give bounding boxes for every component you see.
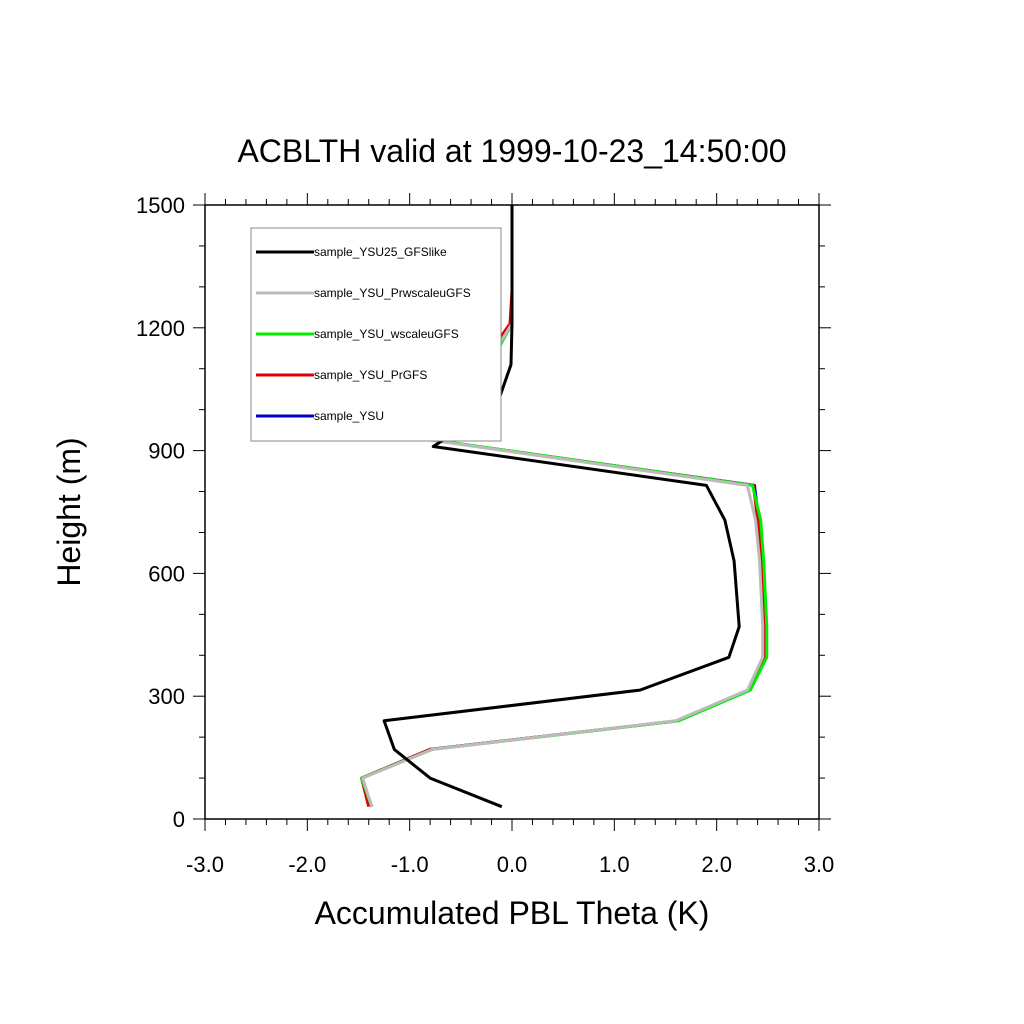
x-tick-label: 0.0 [497, 852, 528, 877]
y-tick-label: 1200 [136, 316, 185, 341]
chart-title: ACBLTH valid at 1999-10-23_14:50:00 [237, 133, 786, 169]
y-tick-label: 900 [148, 439, 185, 464]
legend-label: sample_YSU_wscaleuGFS [314, 327, 459, 341]
legend-label: sample_YSU_PrGFS [314, 368, 427, 382]
legend-label: sample_YSU25_GFSlike [314, 245, 447, 259]
y-tick-label: 1500 [136, 193, 185, 218]
x-tick-label: -1.0 [391, 852, 429, 877]
x-axis-title: Accumulated PBL Theta (K) [315, 895, 710, 931]
legend-label: sample_YSU [314, 409, 384, 423]
legend: sample_YSU25_GFSlike sample_YSU_Prwscaleu… [250, 227, 502, 442]
series-line-sample_YSU25_GFSlike [382, 205, 741, 809]
x-tick-label: 1.0 [599, 852, 630, 877]
x-tick-label: -2.0 [288, 852, 326, 877]
x-tick-label: 3.0 [804, 852, 835, 877]
x-tick-label: -3.0 [186, 852, 224, 877]
y-tick-label: 0 [173, 807, 185, 832]
axis-ticks: -3.0 -2.0 -1.0 0.0 1.0 2.0 3.0 0 300 600 900 1200 15… [136, 193, 834, 877]
y-axis-title: Height (m) [51, 437, 87, 586]
y-tick-label: 600 [148, 561, 185, 586]
y-tick-label: 300 [148, 684, 185, 709]
legend-label: sample_YSU_PrwscaleuGFS [314, 286, 471, 300]
x-tick-label: 2.0 [701, 852, 732, 877]
